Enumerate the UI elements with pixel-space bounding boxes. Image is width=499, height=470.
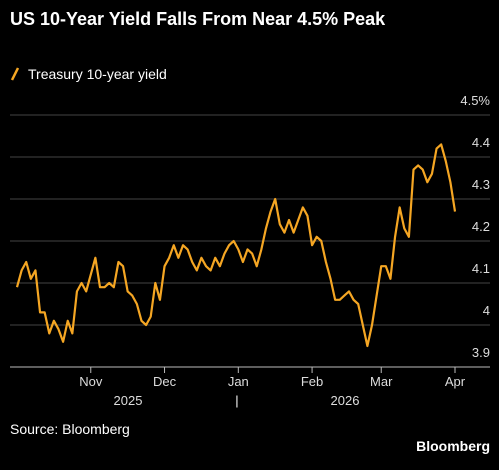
x-tick-label: Nov [79, 374, 103, 389]
x-tick-label: Dec [153, 374, 177, 389]
legend-swatch [10, 67, 20, 81]
chart-title: US 10-Year Yield Falls From Near 4.5% Pe… [10, 9, 386, 29]
source: Source: Bloomberg [10, 421, 130, 437]
y-tick-label: 3.9 [472, 345, 490, 360]
y-tick-label: 4.3 [472, 177, 490, 192]
chart-title-text: US 10-Year Yield Falls From Near 4.5% Pe… [10, 9, 386, 29]
y-tick-label: 4 [483, 303, 490, 318]
x-tick-label: Mar [370, 374, 393, 389]
y-tick-label: 4.1 [472, 261, 490, 276]
y-tick-label: 4.2 [472, 219, 490, 234]
legend-label: Treasury 10-year yield [28, 66, 167, 82]
x-tick-label: Jan [228, 374, 249, 389]
y-tick-label: 4.5% [460, 93, 490, 108]
year-separator: | [235, 393, 238, 408]
y-tick-label: 4.4 [472, 135, 490, 150]
x-tick-label: Apr [445, 374, 466, 389]
brand: Bloomberg [416, 438, 490, 454]
x-tick-label: Feb [301, 374, 323, 389]
year-label: 2025 [114, 393, 143, 408]
line-series [15, 143, 457, 348]
year-label: 2026 [331, 393, 360, 408]
